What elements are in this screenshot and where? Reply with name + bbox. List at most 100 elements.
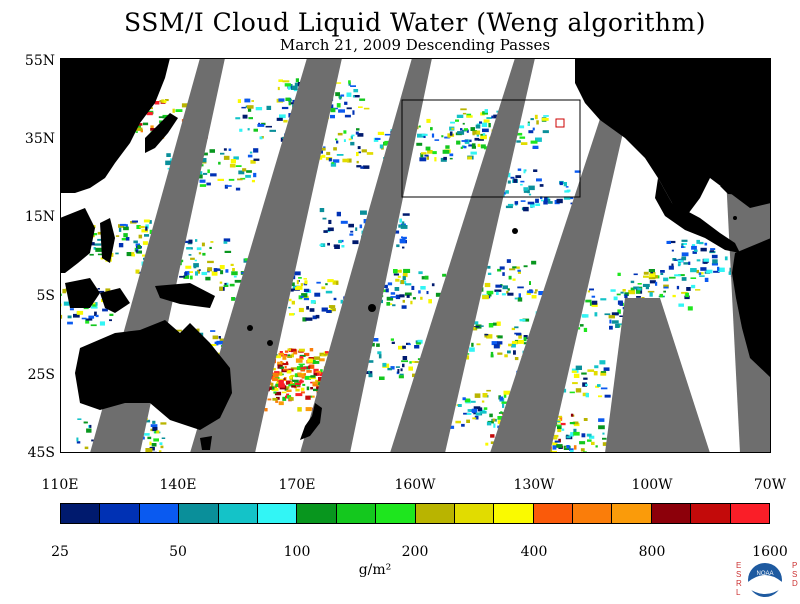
cloud-pixel xyxy=(543,130,549,133)
cloud-pixel xyxy=(570,422,575,424)
cloud-pixel xyxy=(312,382,317,384)
cloud-pixel xyxy=(560,182,563,186)
cloud-pixel xyxy=(270,130,277,132)
cloud-pixel xyxy=(244,99,250,103)
cloud-pixel xyxy=(231,159,236,163)
cloud-pixel xyxy=(418,271,422,274)
cloud-pixel xyxy=(388,282,392,285)
cloud-pixel xyxy=(224,148,227,150)
cloud-pixel xyxy=(422,134,428,136)
cloud-pixel xyxy=(480,325,483,327)
cloud-pixel xyxy=(235,117,240,119)
cloud-pixel xyxy=(483,393,488,397)
cloud-pixel xyxy=(123,233,128,237)
cloud-pixel xyxy=(485,443,488,446)
cloud-pixel xyxy=(235,280,242,283)
cloud-pixel xyxy=(655,282,657,286)
cloud-pixel xyxy=(489,323,494,328)
cloud-pixel xyxy=(561,423,566,425)
cloud-pixel xyxy=(292,301,295,305)
cloud-pixel xyxy=(347,107,352,109)
cloud-pixel xyxy=(139,235,143,239)
cloud-pixel xyxy=(480,411,487,414)
cloud-pixel xyxy=(159,450,162,452)
cloud-pixel xyxy=(123,227,129,231)
cloud-pixel xyxy=(210,241,213,243)
cloud-pixel xyxy=(282,363,288,365)
landmass-island xyxy=(267,340,273,346)
cloud-pixel xyxy=(359,152,362,154)
cloud-pixel xyxy=(184,272,187,276)
cloud-pixel xyxy=(502,293,506,295)
colorbar-tick-label: 25 xyxy=(30,544,90,560)
cloud-pixel xyxy=(426,119,430,123)
cloud-pixel xyxy=(173,109,175,113)
cloud-pixel xyxy=(609,326,613,330)
map-subtitle: March 21, 2009 Descending Passes xyxy=(0,36,800,54)
cloud-pixel xyxy=(252,180,255,182)
cloud-pixel xyxy=(529,281,531,285)
cloud-pixel xyxy=(518,340,524,344)
cloud-pixel xyxy=(294,271,300,275)
cloud-pixel xyxy=(283,378,285,380)
cloud-pixel xyxy=(477,343,481,345)
cloud-pixel xyxy=(516,140,521,142)
cloud-pixel xyxy=(160,422,166,424)
cloud-pixel xyxy=(419,157,426,161)
cloud-pixel xyxy=(690,268,697,272)
cloud-pixel xyxy=(295,373,297,377)
cloud-pixel xyxy=(487,291,494,295)
cloud-pixel xyxy=(275,400,278,403)
cloud-pixel xyxy=(476,413,481,416)
cloud-pixel xyxy=(488,123,490,127)
cloud-pixel xyxy=(535,199,539,203)
cloud-pixel xyxy=(533,128,535,131)
cloud-pixel xyxy=(466,420,470,423)
colorbar-segment xyxy=(494,504,533,523)
cloud-pixel xyxy=(285,366,287,368)
cloud-pixel xyxy=(328,228,334,232)
cloud-pixel xyxy=(238,99,241,103)
cloud-pixel xyxy=(402,364,405,368)
cloud-pixel xyxy=(462,131,465,135)
cloud-pixel xyxy=(451,128,453,130)
cloud-pixel xyxy=(310,308,315,312)
cloud-pixel xyxy=(521,200,526,202)
cloud-pixel xyxy=(358,146,361,149)
cloud-pixel xyxy=(497,335,502,338)
cloud-pixel xyxy=(195,260,197,262)
colorbar-segment xyxy=(652,504,691,523)
cloud-pixel xyxy=(272,398,277,401)
cloud-pixel xyxy=(212,271,218,276)
cloud-pixel xyxy=(377,351,381,354)
cloud-pixel xyxy=(471,343,473,347)
cloud-pixel xyxy=(497,353,502,355)
lat-label: 35N xyxy=(25,132,55,146)
cloud-pixel xyxy=(528,202,535,205)
cloud-pixel xyxy=(535,115,538,119)
cloud-pixel xyxy=(402,305,407,309)
cloud-pixel xyxy=(553,445,557,449)
lon-label: 110E xyxy=(30,477,90,493)
cloud-pixel xyxy=(678,264,681,267)
cloud-pixel xyxy=(338,133,343,136)
cloud-pixel xyxy=(349,234,353,236)
cloud-pixel xyxy=(98,288,100,290)
cloud-pixel xyxy=(313,360,316,364)
cloud-pixel xyxy=(527,191,530,194)
cloud-pixel xyxy=(667,241,672,244)
cloud-pixel xyxy=(685,293,689,297)
cloud-pixel xyxy=(245,175,251,178)
cloud-pixel xyxy=(520,137,526,139)
cloud-pixel xyxy=(457,115,464,118)
cloud-pixel xyxy=(257,124,264,127)
cloud-pixel xyxy=(353,89,358,92)
cloud-pixel xyxy=(663,291,666,293)
cloud-pixel xyxy=(352,110,354,115)
cloud-pixel xyxy=(699,272,702,275)
cloud-pixel xyxy=(521,142,528,145)
cloud-pixel xyxy=(243,115,248,119)
cloud-pixel xyxy=(566,186,569,188)
cloud-pixel xyxy=(420,297,423,300)
